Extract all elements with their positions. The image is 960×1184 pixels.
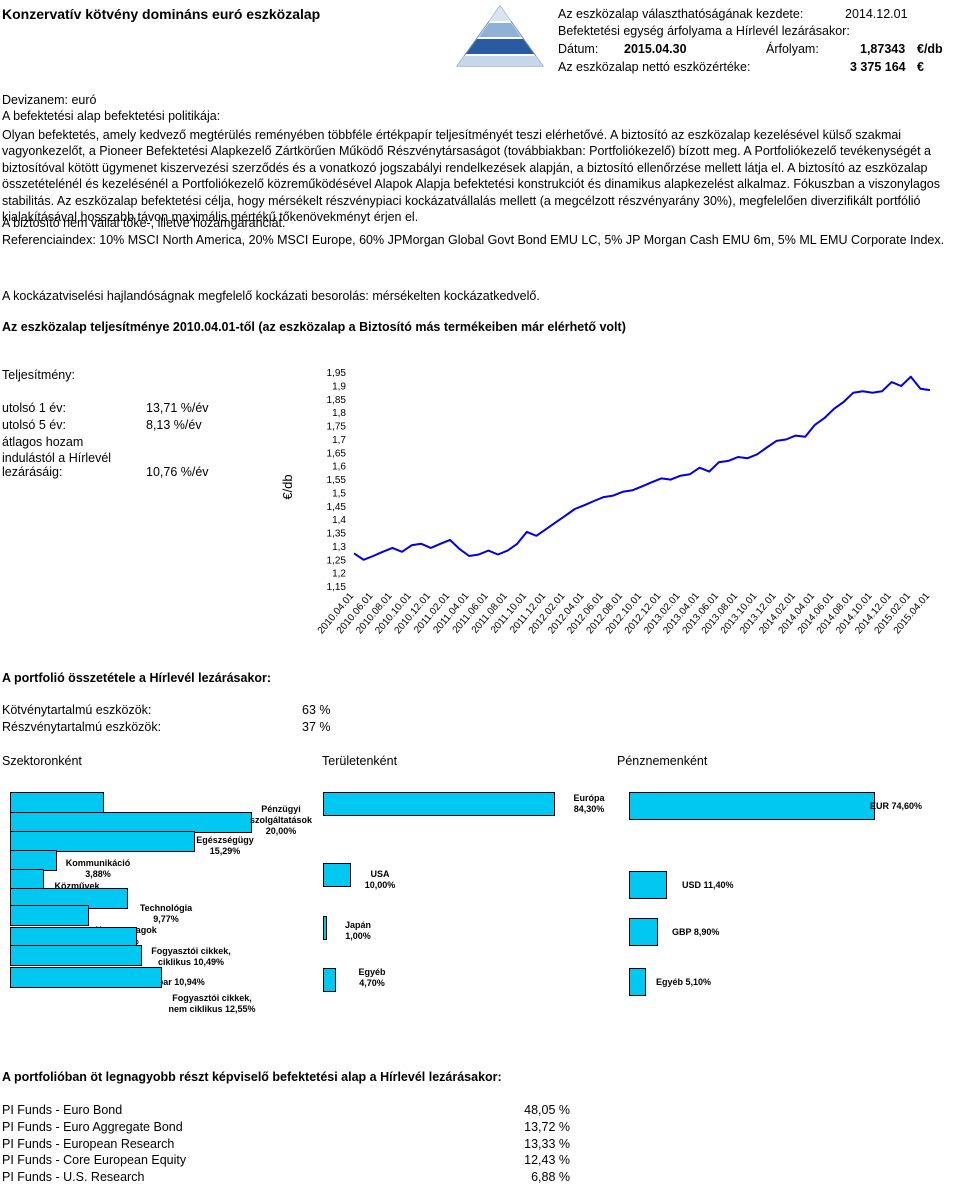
y-tick-label: 1,85	[327, 395, 347, 406]
sector-bar	[10, 869, 44, 890]
composition-row-value: 63 %	[302, 703, 331, 717]
currency-bar-label: Egyéb 5,10%	[656, 977, 712, 987]
start-label: Az eszközalap választhatóságának kezdete…	[558, 7, 804, 21]
start-value: 2014.12.01	[845, 7, 908, 21]
currency-bar-label: EUR 74,60%	[870, 801, 923, 811]
y-tick-label: 1,6	[332, 462, 346, 473]
price-series-line	[353, 375, 931, 561]
currency-bar	[629, 968, 646, 996]
y-axis-label: €/db	[280, 474, 295, 499]
currency-bar	[629, 792, 875, 820]
policy-title: A befektetési alap befektetési politikáj…	[2, 109, 221, 123]
region-bar-label: USA 10,00%	[364, 869, 396, 890]
sector-bar-label: Egészségügy 15,29%	[196, 835, 254, 856]
fund-share-cell: 13,33 %	[524, 1136, 570, 1151]
sector-bar	[10, 905, 89, 926]
rate-label: Árfolyam:	[766, 42, 819, 56]
y-tick-label: 1,75	[327, 422, 347, 433]
y-tick-label: 1,55	[327, 475, 347, 486]
performance-chart: 1,95 1,9 1,85 1,8 1,75 1,7 1,65 1,6 1,55 1,5 1,45 1…	[280, 368, 933, 636]
rate-value: 1,87343	[860, 42, 906, 56]
guarantee-line: A biztosító nem vállal tőke-, illetve ho…	[2, 216, 286, 230]
fund-name-cell: PI Funds - European Research	[2, 1136, 175, 1151]
performance-row-value: 8,13 %/év	[146, 418, 202, 432]
y-tick-label: 1,3	[332, 542, 346, 553]
y-tick-label: 1,35	[327, 529, 347, 540]
y-tick-label: 1,8	[332, 408, 346, 419]
sector-bar-label: Kommunikáció 3,88%	[65, 858, 131, 879]
rate-unit: €/db	[917, 42, 943, 56]
composition-row-label: Részvénytartalmú eszközök:	[2, 720, 162, 734]
region-bar	[323, 968, 336, 992]
sector-bar	[10, 945, 142, 966]
fund-name: Konzervatív kötvény domináns euró eszköz…	[2, 6, 321, 22]
performance-row-label: utolsó 1 év:	[2, 401, 66, 415]
fund-name-cell: PI Funds - Core European Equity	[2, 1153, 187, 1168]
performance-row-value: 10,76 %/év	[146, 465, 209, 479]
composition-title: A portfolió összetétele a Hírlevél lezár…	[2, 671, 272, 685]
risk-line: A kockázatviselési hajlandóságnak megfel…	[2, 289, 540, 303]
date-label: Dátum:	[558, 42, 599, 56]
top-funds-title: A portfolióban öt legnagyobb részt képvi…	[2, 1070, 502, 1084]
fund-name-cell: PI Funds - Euro Aggregate Bond	[2, 1119, 183, 1134]
region-bar	[323, 863, 351, 887]
sector-title: Szektoronként	[2, 754, 82, 768]
y-tick-label: 1,25	[327, 555, 347, 566]
region-bar-label: Japán 1,00%	[344, 920, 371, 941]
sector-bar	[10, 792, 104, 813]
sector-bar-label: Technológia 9,77%	[139, 903, 193, 924]
sector-bar-label: Pénzügyi szolgáltatások 20,00%	[249, 804, 313, 836]
region-bar	[323, 916, 327, 940]
region-bar-label: Egyéb 4,70%	[358, 967, 386, 988]
date-value: 2015.04.30	[624, 42, 687, 56]
y-tick-label: 1,65	[327, 448, 347, 459]
fund-name-cell: PI Funds - Euro Bond	[2, 1103, 123, 1117]
performance-row-label: lezárásáig:	[2, 465, 63, 479]
performance-row-label: utolsó 5 év:	[2, 418, 66, 432]
y-tick-label: 1,7	[332, 435, 346, 446]
benchmark-line: Referenciaindex: 10% MSCI North America,…	[2, 233, 945, 247]
y-tick-label: 1,45	[327, 502, 347, 513]
sector-bar-label: Fogyasztói cikkek, ciklikus 10,49%	[151, 946, 231, 967]
currency-bar	[629, 871, 667, 899]
y-tick-label: 1,95	[327, 368, 347, 379]
policy-text: Olyan befektetés, amely kedvező megtérül…	[2, 128, 941, 225]
fund-share-cell: 6,88 %	[531, 1170, 570, 1184]
sector-bar-label: Fogyasztói cikkek, nem ciklikus 12,55%	[168, 993, 256, 1014]
region-title: Területenként	[322, 754, 398, 768]
currency-bar-label: USD 11,40%	[682, 880, 734, 890]
y-tick-label: 1,4	[332, 515, 346, 526]
performance-row-label: átlagos hozam	[2, 435, 84, 449]
currency-line: Devizanem: euró	[2, 93, 97, 107]
sector-bar	[10, 812, 252, 833]
performance-title: Az eszközalap teljesítménye 2010.04.01-t…	[2, 320, 626, 334]
nav-unit: €	[917, 60, 924, 74]
region-bar-label: Európa 84,30%	[573, 793, 605, 814]
nav-value: 3 375 164	[850, 60, 906, 74]
price-label: Befektetési egység árfolyama a Hírlevél …	[558, 24, 850, 38]
y-tick-label: 1,2	[332, 569, 346, 580]
composition-row-label: Kötvénytartalmú eszközök:	[2, 703, 152, 717]
performance-row-value: 13,71 %/év	[146, 401, 209, 415]
performance-row-label: indulástól a Hírlevél	[2, 451, 112, 465]
currency-bar	[629, 918, 658, 946]
sector-bar	[10, 850, 57, 871]
sector-bar	[10, 831, 195, 852]
sector-bar-label: Ipar 10,94%	[155, 977, 205, 987]
sector-bar	[10, 967, 162, 988]
fund-share-cell: 48,05 %	[524, 1103, 570, 1117]
y-tick-label: 1,5	[332, 488, 346, 499]
currency-title: Pénznemenként	[617, 754, 708, 768]
y-tick-label: 1,15	[327, 582, 347, 593]
nav-label: Az eszközalap nettó eszközértéke:	[558, 60, 751, 74]
fund-share-cell: 13,72 %	[524, 1119, 570, 1134]
region-bar	[323, 792, 555, 816]
currency-bar-label: GBP 8,90%	[672, 927, 720, 937]
composition-row-value: 37 %	[302, 720, 331, 734]
fund-share-cell: 12,43 %	[524, 1153, 570, 1168]
performance-label: Teljesítmény:	[2, 368, 75, 382]
pyramid-logo	[456, 5, 544, 67]
y-tick-label: 1,9	[332, 381, 346, 392]
fund-name-cell: PI Funds - U.S. Research	[2, 1170, 145, 1184]
